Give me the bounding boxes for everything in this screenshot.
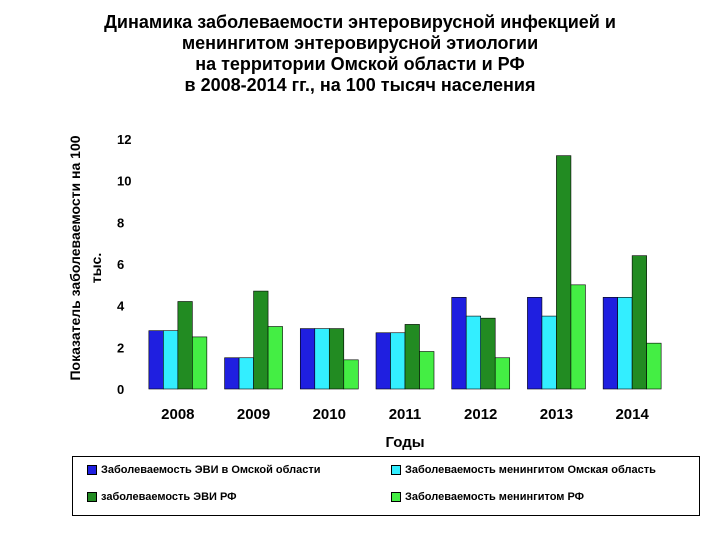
bar <box>192 336 208 390</box>
x-tick-label: 2011 <box>389 406 422 423</box>
legend-label: Заболеваемость ЭВИ в Омской области <box>101 464 321 476</box>
legend-item: Заболеваемость менингитом РФ <box>391 491 584 503</box>
x-tick-label: 2010 <box>313 406 346 423</box>
bar <box>541 315 557 390</box>
bar <box>267 326 283 390</box>
x-axis-label: Годы <box>385 434 424 451</box>
y-tick-label: 2 <box>117 340 124 355</box>
x-tick-label: 2013 <box>540 406 573 423</box>
bar <box>419 351 435 390</box>
title-line: менингитом энтеровирусной этиологии <box>181 33 539 53</box>
title-line: на территории Омской области и РФ <box>195 54 525 74</box>
bar <box>148 330 164 390</box>
y-axis-label-line: Показатель заболеваемости на 100 <box>67 135 83 380</box>
bar <box>631 255 647 390</box>
title-line: Динамика заболеваемости энтеровирусной и… <box>104 12 616 32</box>
bar <box>238 357 254 390</box>
bar <box>527 297 543 390</box>
legend-swatch <box>391 465 401 475</box>
bar <box>646 342 662 390</box>
legend: Заболеваемость ЭВИ в Омской области Забо… <box>72 456 700 516</box>
bars <box>148 155 662 390</box>
bar-chart: Показатель заболеваемости на 100 тыс. 0 2… <box>67 132 662 451</box>
bar <box>570 284 586 390</box>
bar <box>343 359 359 390</box>
legend-label: Заболеваемость менингитом Омская область <box>405 464 656 476</box>
x-tick-label: 2014 <box>615 406 649 423</box>
bar <box>177 301 193 390</box>
y-axis-ticks: 0 2 4 6 8 10 12 <box>117 132 131 397</box>
bar <box>163 330 179 390</box>
y-tick-label: 4 <box>117 299 125 314</box>
y-tick-label: 12 <box>117 132 131 147</box>
legend-item: Заболеваемость ЭВИ в Омской области <box>87 464 321 476</box>
bar <box>390 332 406 390</box>
bar <box>404 324 420 390</box>
bar <box>451 297 467 390</box>
legend-swatch <box>87 492 97 502</box>
y-tick-label: 6 <box>117 257 124 272</box>
legend-swatch <box>87 465 97 475</box>
x-axis-ticks: 2008 2009 2010 2011 2012 2013 2014 <box>161 406 649 423</box>
bar <box>224 357 240 390</box>
x-tick-label: 2012 <box>464 406 497 423</box>
x-tick-label: 2008 <box>161 406 194 423</box>
bar <box>299 328 316 390</box>
legend-swatch <box>391 492 401 502</box>
legend-item: Заболеваемость менингитом Омская область <box>391 464 656 476</box>
chart-title: Динамика заболеваемости энтеровирусной и… <box>40 12 680 96</box>
bar <box>556 155 572 390</box>
bar <box>494 357 511 390</box>
y-tick-label: 0 <box>117 382 124 397</box>
title-line: в 2008-2014 гг., на 100 тысяч населения <box>184 75 536 95</box>
y-tick-label: 10 <box>117 174 131 189</box>
bar <box>253 290 269 390</box>
bar <box>375 332 391 390</box>
y-axis-label-line: тыс. <box>88 253 104 284</box>
legend-label: заболеваемость ЭВИ РФ <box>101 491 237 503</box>
y-tick-label: 8 <box>117 215 124 230</box>
y-axis-label: Показатель заболеваемости на 100 тыс. <box>67 135 104 380</box>
bar <box>480 317 496 390</box>
bar <box>328 328 345 390</box>
legend-item: заболеваемость ЭВИ РФ <box>87 491 237 503</box>
bar <box>602 297 618 390</box>
bar <box>465 315 482 390</box>
bar <box>314 328 330 390</box>
bar <box>617 297 633 390</box>
x-tick-label: 2009 <box>237 406 270 423</box>
legend-label: Заболеваемость менингитом РФ <box>405 491 585 503</box>
